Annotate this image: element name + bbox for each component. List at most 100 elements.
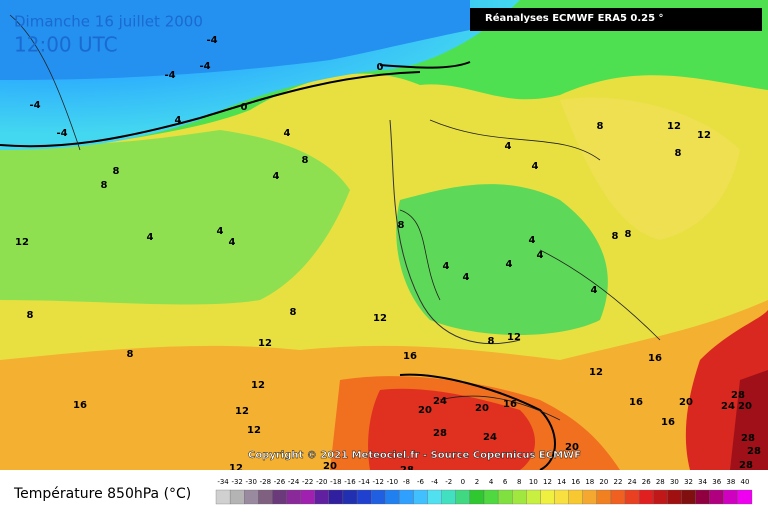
legend-swatch <box>582 489 597 505</box>
legend-label: 32 <box>684 478 693 486</box>
zone-minus4 <box>0 0 470 80</box>
contour-label: 20 <box>679 397 693 408</box>
date: Dimanche 16 juillet 2000 <box>14 13 203 31</box>
contour-label: 12 <box>229 463 243 474</box>
contour-label: 24 <box>433 396 447 407</box>
legend-swatch <box>540 489 555 505</box>
legend-scale: -34 -32 -30 -28 -26 -24 -22 -20 -18 -16 -14 -12 -10-… <box>215 478 753 505</box>
contour-label: 8 <box>27 310 34 321</box>
contour-label: 8 <box>302 155 309 166</box>
legend-swatch <box>356 489 372 505</box>
contour-label: 12 <box>258 338 272 349</box>
contour-label: 12 <box>373 313 387 324</box>
legend-swatch <box>596 489 612 505</box>
contour-label: 16 <box>629 397 643 408</box>
legend-swatch <box>723 489 739 505</box>
contour-label: 12 <box>697 130 711 141</box>
contour-label: 8 <box>675 148 682 159</box>
contour-label: 4 <box>443 261 450 272</box>
contour-label: -4 <box>29 100 40 111</box>
contour-label: 4 <box>529 235 536 246</box>
legend-swatch <box>624 489 640 505</box>
contour-label: 24 <box>721 401 735 412</box>
contour-label: 12 <box>235 406 249 417</box>
legend-label: -8 <box>403 478 410 486</box>
legend-swatch <box>328 489 344 505</box>
zone-24 <box>368 388 535 470</box>
contour-label: 12 <box>589 367 603 378</box>
contour-label: 16 <box>648 353 662 364</box>
legend-label: -6 <box>417 478 425 486</box>
contour-label: -4 <box>56 128 67 139</box>
contour-label: 4 <box>505 141 512 152</box>
contour-label: 4 <box>229 237 236 248</box>
legend-label: 20 <box>599 478 608 486</box>
legend-label: -2 <box>445 478 452 486</box>
contour-label: 12 <box>15 237 29 248</box>
contour-line <box>379 61 471 69</box>
contour-label: 28 <box>433 428 447 439</box>
legend-label: 8 <box>517 478 521 486</box>
legend-swatch <box>681 489 696 505</box>
zone-russia <box>560 97 740 240</box>
legend-label: 40 <box>740 478 749 486</box>
legend-swatch <box>653 489 668 505</box>
legend-label: 14 <box>557 478 566 486</box>
contour-label: -4 <box>206 35 217 46</box>
contour-label: 28 <box>747 446 761 457</box>
legend-label: 30 <box>670 478 679 486</box>
time: 12:00 UTC <box>14 33 118 57</box>
legend-label: 22 <box>614 478 623 486</box>
coastline <box>9 14 661 421</box>
contour-line <box>0 71 421 148</box>
contour-label: 8 <box>612 231 619 242</box>
legend-label: -24 <box>288 478 300 486</box>
legend-label: 6 <box>503 478 508 486</box>
legend-label: -10 <box>387 478 398 486</box>
legend-swatch <box>483 489 499 505</box>
contour-label: 16 <box>73 400 87 411</box>
contour-label: 4 <box>463 272 470 283</box>
legend-swatch <box>413 489 428 505</box>
legend-label: 36 <box>712 478 721 486</box>
contour-label: 8 <box>398 220 405 231</box>
legend-swatch <box>215 489 231 505</box>
legend-swatch <box>554 489 569 505</box>
contour-label: 4 <box>284 128 291 139</box>
contour-label: 8 <box>127 349 134 360</box>
contour-label: 0 <box>241 102 248 113</box>
contour-label: 8 <box>113 166 120 177</box>
legend-swatch <box>709 489 724 505</box>
contour-label: 8 <box>488 336 495 347</box>
legend-swatch <box>244 489 259 505</box>
legend-swatch <box>455 489 471 505</box>
contour-label: 12 <box>667 121 681 132</box>
legend-swatch <box>427 489 442 505</box>
legend-label: 26 <box>642 478 651 486</box>
legend-swatch <box>371 489 386 505</box>
legend-swatch <box>568 489 583 505</box>
legend-label: 34 <box>698 478 707 486</box>
contour-label: 0 <box>377 62 384 73</box>
contour-label: -4 <box>199 61 210 72</box>
contour-label: 12 <box>251 380 265 391</box>
contour-label: 8 <box>597 121 604 132</box>
zone-europe <box>396 184 608 335</box>
legend-label: 16 <box>571 478 580 486</box>
legend-label: -32 <box>231 478 242 486</box>
legend-swatch <box>258 489 273 505</box>
legend-label: 28 <box>656 478 665 486</box>
contour-label: 4 <box>506 259 513 270</box>
legend-swatch <box>342 489 358 505</box>
legend-label: 38 <box>726 478 735 486</box>
contour-label: 20 <box>418 405 432 416</box>
legend-label: -12 <box>372 478 383 486</box>
contour-label: 28 <box>731 390 745 401</box>
legend-swatch <box>610 489 626 505</box>
legend-label: -34 <box>217 478 229 486</box>
copyright: Copyright © 2021 Meteociel.fr - Source C… <box>248 450 581 461</box>
zone-8 <box>0 130 350 305</box>
contour-label: 4 <box>273 171 280 182</box>
legend-label: -30 <box>246 478 257 486</box>
